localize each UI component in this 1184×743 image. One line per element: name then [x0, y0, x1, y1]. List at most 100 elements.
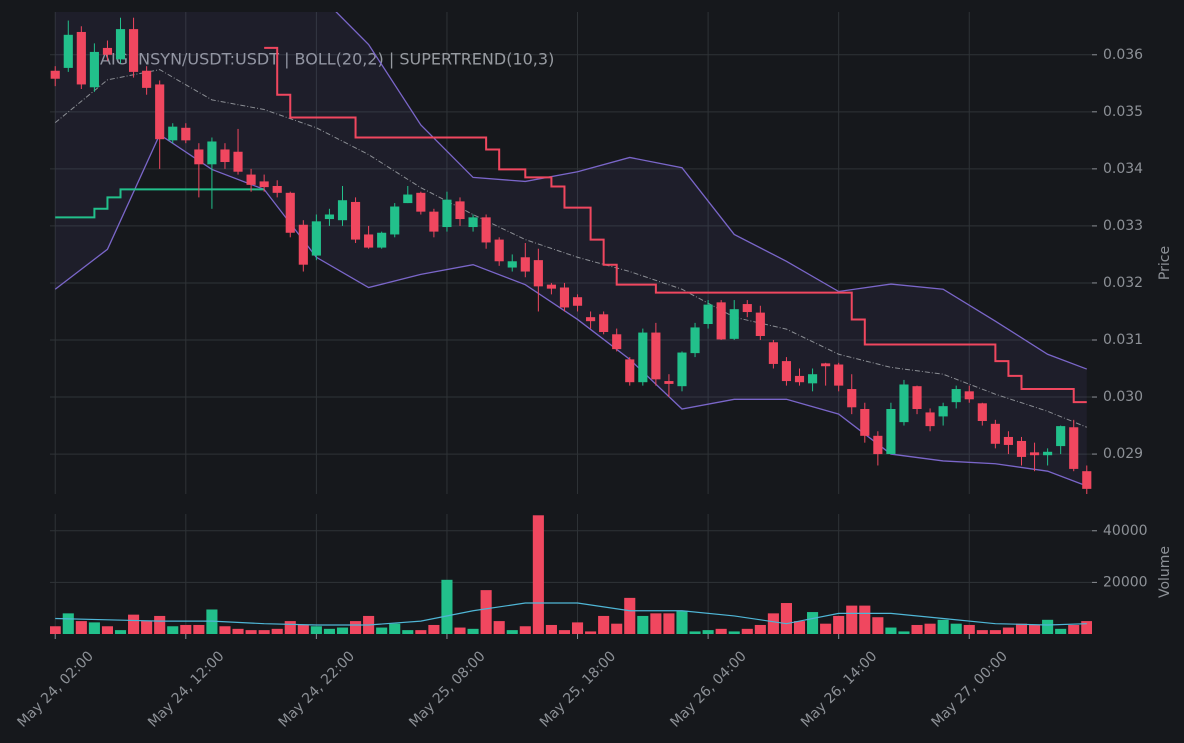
volume-bar [114, 630, 127, 634]
volume-bar [336, 627, 349, 634]
y-tick-label: 0.036 [1103, 47, 1143, 63]
volume-bar [728, 631, 740, 634]
volume-bar [141, 621, 153, 634]
volume-bar [415, 630, 427, 634]
volume-bar [545, 624, 557, 634]
candle-body [1069, 427, 1079, 469]
volume-bar [846, 605, 858, 634]
candle-body [768, 342, 778, 364]
candle-body [142, 70, 152, 88]
candle-body [612, 334, 622, 350]
candle-body [703, 304, 713, 325]
candle-body [533, 260, 543, 287]
band-fill [55, 12, 1087, 487]
candle-body [690, 327, 700, 354]
volume-bar [767, 613, 779, 634]
volume-bar [741, 628, 753, 634]
volume-bar [310, 626, 322, 634]
band-lower [54, 133, 1088, 487]
chart-title: AIGENSYN/USDT:USDT | BOLL(20,2) | SUPERT… [100, 50, 554, 69]
volume-bar [937, 619, 949, 634]
candle-body [207, 141, 217, 165]
candle-body [233, 151, 243, 172]
candle-body [416, 192, 426, 212]
candle-body [520, 257, 530, 272]
volume-bar [611, 623, 623, 634]
band-upper [335, 12, 1088, 370]
candle-body [912, 386, 922, 410]
volume-bar [1042, 619, 1054, 634]
candle-body [377, 232, 387, 248]
candle-body [76, 31, 86, 85]
volume-bar [154, 615, 166, 634]
candle-body [194, 149, 204, 165]
candle-body [272, 185, 282, 193]
volume-bar [637, 615, 649, 634]
volume-bar [676, 610, 688, 634]
candle-body [311, 221, 321, 256]
candle-body [664, 381, 674, 384]
candle-body [63, 34, 73, 68]
candle-body [729, 309, 739, 339]
y-tick-label: 0.029 [1103, 446, 1143, 462]
candle-body [89, 51, 99, 88]
volume-bar [754, 624, 766, 634]
candle-body [755, 312, 765, 336]
volume-bar [558, 630, 571, 634]
candle-body [337, 200, 348, 221]
volume-bar [506, 630, 518, 634]
candle-body [964, 391, 974, 400]
candle-body [390, 206, 400, 235]
volume-bar [467, 628, 479, 634]
volume-bar [62, 613, 74, 634]
candle-body [546, 284, 556, 289]
volume-bar [1081, 621, 1092, 634]
y-axis-label: Price [1157, 246, 1173, 280]
candle-body [1043, 451, 1053, 456]
candle-body [873, 435, 883, 455]
volume-bar [245, 630, 257, 634]
volume-bar [389, 623, 401, 634]
candle-body [651, 332, 661, 380]
volume-bar [101, 626, 114, 634]
volume-bar [689, 631, 701, 634]
y-tick-label: 20000 [1103, 574, 1148, 590]
candle-body [181, 127, 191, 141]
candle-body [990, 423, 1000, 444]
candle-body [599, 314, 609, 333]
volume-bar [180, 624, 192, 634]
volume-bar [807, 612, 819, 634]
supertrend-line [55, 188, 265, 219]
candle-body [350, 201, 361, 240]
candle-body [455, 201, 465, 220]
supertrend-line [264, 46, 1087, 404]
volume-bar [50, 626, 61, 634]
candle-body [834, 364, 844, 386]
candle-body [246, 174, 256, 185]
volume-bar [167, 626, 179, 634]
volume-bar [924, 623, 936, 634]
y-tick-label: 40000 [1103, 523, 1148, 539]
volume-bar [219, 626, 231, 634]
volume-bar [571, 622, 584, 634]
volume-bar [480, 590, 492, 634]
candle-body [403, 194, 413, 204]
y-tick-label: 0.035 [1103, 104, 1143, 120]
volume-bar [963, 624, 975, 634]
candle-body [625, 359, 635, 383]
candle-body [1056, 426, 1066, 447]
candle-body [860, 409, 870, 436]
volume-bar [793, 621, 806, 634]
volume-bar [820, 623, 832, 634]
candle-body [324, 214, 335, 220]
volume-bar [532, 515, 544, 634]
volume-bar [663, 613, 675, 634]
y-axis-label: Volume [1157, 546, 1173, 598]
volume-bar [493, 621, 505, 634]
candle-body [821, 363, 831, 367]
candle-body [1016, 440, 1027, 457]
volume-bar [898, 631, 910, 634]
volume-bar [1002, 627, 1014, 634]
